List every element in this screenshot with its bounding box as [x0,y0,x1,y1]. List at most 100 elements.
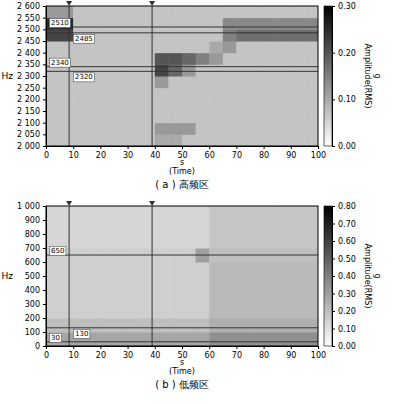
tick-mark [264,146,265,149]
cell [209,64,223,76]
cell [100,332,114,346]
y-tick: 2 350 [17,60,46,69]
cell [155,134,169,146]
cell [60,123,74,135]
cell [264,18,278,30]
cell [114,123,128,135]
cell [141,88,155,100]
cell [236,276,250,291]
colorbar-tick: 0.70 [332,220,356,229]
cell [196,304,210,319]
cell [141,276,155,291]
y-tick: 2 300 [17,72,46,81]
cell [141,76,155,88]
cell [236,318,250,333]
cell [87,220,101,235]
cell [250,234,264,249]
tick-label: 60 [205,151,215,160]
cell [196,53,210,65]
cell [209,206,223,221]
cell [141,111,155,123]
tick-label: 40 [150,351,160,360]
tick-label: 200 [25,314,40,323]
cell [223,206,237,221]
cell [304,76,318,88]
cell [182,318,196,333]
cell [60,304,74,319]
cell [114,64,128,76]
cursor-label-box [74,34,95,43]
tick-mark [43,76,46,77]
tick-mark [43,248,46,249]
cell [128,304,142,319]
cell [250,76,264,88]
tick-mark [43,206,46,207]
cell [264,304,278,319]
cell [182,29,196,41]
cell [87,206,101,221]
cell [100,304,114,319]
cell [182,262,196,277]
cursor-marker [149,1,155,6]
cell [182,76,196,88]
x-tick: 60 [205,146,215,160]
cell [182,64,196,76]
colorbar-tick: 0.20 [332,49,356,58]
cursor-label: 2510 [51,19,69,27]
cell [182,53,196,65]
cell [141,41,155,53]
cell [264,234,278,249]
y-tick: 2 200 [17,95,46,104]
tick-label: 700 [25,244,40,253]
cell [209,18,223,30]
cell [277,111,291,123]
cell [236,88,250,100]
cell [236,134,250,146]
colorbar-axis: 0.000.100.200.30 [332,2,356,151]
cell [73,304,87,319]
panel-caption: ( a ) 高频区 [155,179,208,190]
cell [196,134,210,146]
x-tick: 60 [205,346,215,360]
cell [277,234,291,249]
cell [223,88,237,100]
cell [196,18,210,30]
cell [291,41,305,53]
cell [250,290,264,305]
tick-label: 80 [259,151,269,160]
cell [114,318,128,333]
cell [209,6,223,18]
cursor-label-box [50,247,66,256]
cell [87,123,101,135]
tick-label: 0.00 [338,142,356,151]
cell [73,18,87,30]
cell [209,41,223,53]
y-tick: 500 [25,272,46,281]
tick-label: 2 500 [17,25,40,34]
cell [87,262,101,277]
cell [114,88,128,100]
tick-mark [318,146,319,149]
cell [46,206,60,221]
cell [277,29,291,41]
y-tick: 800 [25,230,46,239]
tick-label: 0.60 [338,237,356,246]
cell [209,111,223,123]
cell [196,220,210,235]
tick-label: 90 [286,351,296,360]
x-tick: 0 [44,146,49,160]
colorbar-tick: 0.80 [332,202,356,211]
x-axis: 0102030405060708090100 [44,146,326,160]
x-tick: 90 [286,346,296,360]
cell [250,64,264,76]
axis-line [47,347,319,350]
tick-mark [332,259,335,260]
cell [60,88,74,100]
y-tick: 0 [35,342,46,351]
cell [277,262,291,277]
cell [46,111,60,123]
cell [209,290,223,305]
axis-line [333,207,336,347]
cell [73,220,87,235]
cell [168,88,182,100]
